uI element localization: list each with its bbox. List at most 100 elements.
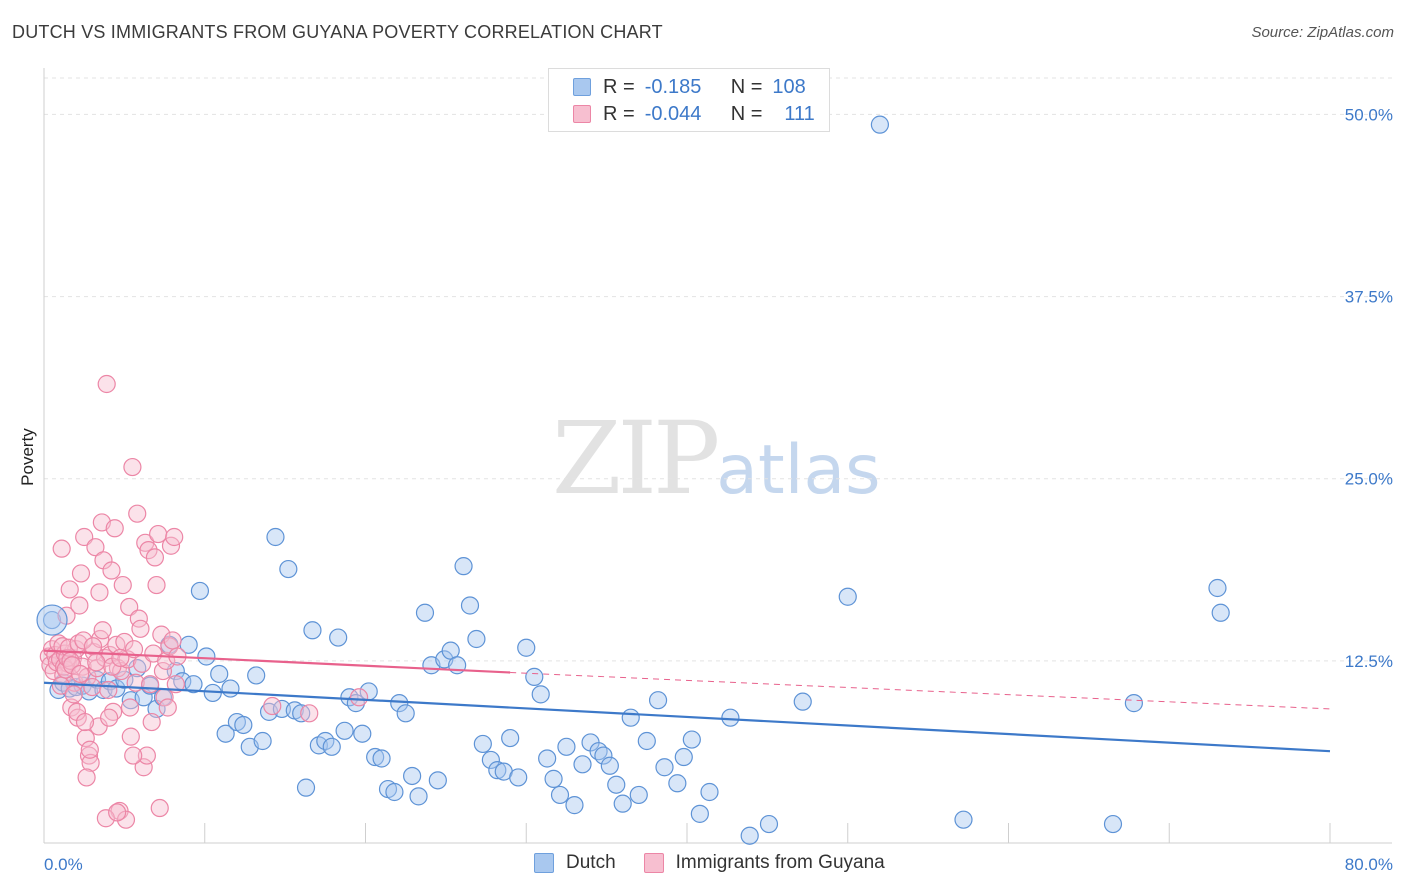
dutch-point	[403, 766, 422, 786]
guyana-point	[124, 746, 143, 765]
dutch-point	[428, 771, 447, 790]
guyana-point	[100, 708, 119, 727]
source-label[interactable]: Source: ZipAtlas.com	[1251, 24, 1394, 41]
dutch-point	[415, 603, 435, 622]
guyana-point	[158, 698, 177, 717]
guyana-point	[97, 374, 116, 394]
guyana-point	[263, 696, 282, 716]
dutch-point	[467, 629, 486, 649]
legend-label-guyana: Immigrants from Guyana	[675, 852, 885, 873]
guyana-point	[300, 704, 319, 723]
guyana-point	[105, 519, 124, 538]
guyana-point	[128, 504, 147, 523]
dutch-point	[234, 715, 253, 735]
y-tick-label: 50.0%	[1345, 105, 1393, 124]
guyana-point	[153, 661, 173, 681]
guyana-point	[150, 798, 169, 818]
legend-item-guyana[interactable]: Immigrants from Guyana	[643, 852, 885, 874]
x-tick-label: 80.0%	[1345, 855, 1393, 874]
dutch-point	[509, 768, 528, 787]
dutch-point	[690, 804, 709, 823]
dutch-point	[396, 704, 415, 723]
stats-legend: R = -0.185 N = 108 R = -0.044 N = 111	[548, 68, 830, 132]
guyana-point	[81, 753, 100, 772]
dutch-point	[303, 621, 322, 640]
dutch-point	[372, 749, 391, 768]
guyana-trendline	[43, 649, 511, 674]
guyana-point	[60, 580, 79, 599]
guyana-point	[75, 527, 94, 547]
dutch-point	[385, 782, 404, 802]
legend-n-value: 108	[772, 75, 806, 98]
guyana-point	[83, 677, 102, 697]
dutch-point	[253, 731, 272, 751]
dutch-point	[221, 679, 240, 698]
dutch-point	[621, 708, 640, 727]
guyana-point	[131, 619, 150, 638]
legend-swatch-dutch	[573, 78, 591, 96]
dutch-point	[366, 747, 385, 767]
dutch-point	[668, 774, 687, 793]
guyana-point	[165, 527, 184, 547]
dutch-point	[184, 675, 203, 694]
dutch-point-large	[36, 604, 68, 636]
guyana-point	[77, 768, 96, 787]
dutch-point	[1211, 603, 1230, 622]
guyana-point	[75, 712, 95, 732]
dutch-point	[607, 775, 626, 794]
guyana-point	[102, 561, 121, 580]
dutch-point	[335, 721, 354, 740]
dutch-point	[329, 628, 348, 647]
legend-n-label: N =	[730, 75, 763, 98]
guyana-point	[111, 648, 130, 668]
guyana-point	[349, 688, 369, 707]
guyana-point	[147, 575, 166, 595]
legend-swatch-dutch	[534, 853, 554, 873]
dutch-point	[838, 587, 857, 606]
dutch-point	[600, 756, 619, 775]
chart-title: DUTCH VS IMMIGRANTS FROM GUYANA POVERTY …	[12, 22, 663, 42]
dutch-point	[481, 750, 500, 770]
guyana-point	[112, 661, 131, 681]
dutch-point	[544, 769, 563, 788]
dutch-point	[488, 761, 507, 780]
guyana-point	[142, 712, 161, 732]
dutch-point	[517, 638, 536, 657]
guyana-point	[108, 803, 127, 822]
dutch-point	[322, 737, 341, 756]
dutch-point	[759, 814, 779, 834]
watermark-atlas: atlas	[716, 431, 881, 510]
guyana-point	[99, 680, 118, 700]
legend-swatch-guyana	[573, 105, 591, 123]
dutch-point	[557, 737, 576, 756]
guyana-point	[163, 631, 182, 650]
dutch-point	[573, 755, 592, 774]
guyana-point	[134, 758, 153, 777]
watermark: ZIPatlas	[552, 400, 881, 517]
legend-item-dutch[interactable]: Dutch	[534, 852, 616, 874]
guyana-trendline-extension	[510, 672, 1331, 710]
guyana-point	[140, 675, 160, 694]
legend-row-dutch: R = -0.185 N = 108	[573, 74, 806, 100]
legend-label-dutch: Dutch	[566, 852, 616, 873]
dutch-point	[210, 664, 229, 684]
guyana-point	[139, 541, 158, 560]
dutch-point	[501, 728, 520, 748]
guyana-point	[124, 640, 144, 659]
dutch-point	[721, 708, 740, 727]
guyana-point	[76, 728, 95, 748]
guyana-point	[80, 740, 99, 759]
dutch-point	[793, 692, 812, 711]
legend-r-label: R =	[603, 75, 635, 98]
legend-row-guyana: R = -0.044 N = 111	[573, 101, 815, 127]
dutch-point	[613, 794, 632, 813]
dutch-point	[266, 527, 285, 547]
guyana-point	[137, 746, 156, 765]
dutch-point	[1124, 694, 1143, 713]
dutch-point	[1103, 814, 1123, 834]
dutch-point	[870, 115, 890, 134]
guyana-point	[52, 539, 71, 558]
y-tick-label: 12.5%	[1345, 652, 1393, 671]
dutch-point	[216, 724, 235, 743]
